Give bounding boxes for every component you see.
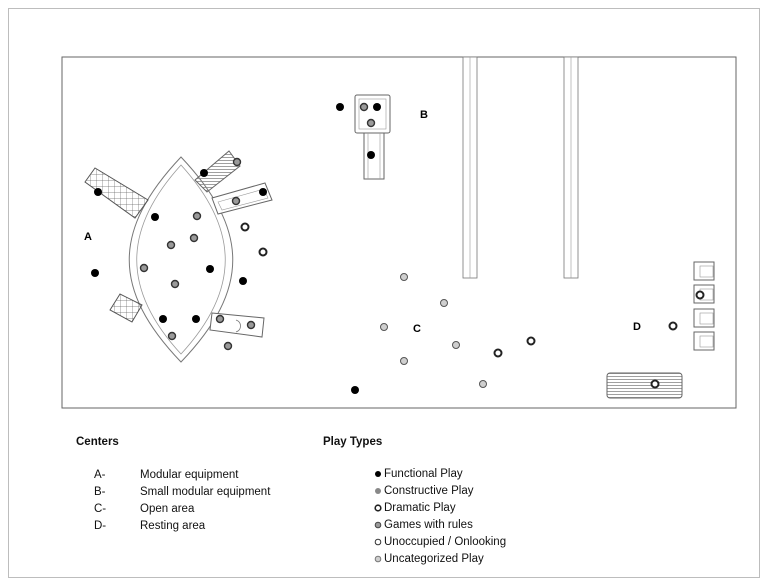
marker-games <box>189 233 199 243</box>
marker-dramatic <box>695 290 705 300</box>
marker-functional <box>192 315 200 323</box>
resting-bench <box>606 372 683 399</box>
resting-chairs <box>693 261 715 351</box>
dramatic-play-icon <box>374 504 382 512</box>
center-code: B- <box>94 486 106 498</box>
center-entry-a: A- Modular equipment <box>94 469 238 481</box>
center-entry-c: C- Open area <box>94 503 194 515</box>
marker-functional <box>206 265 214 273</box>
marker-games <box>223 341 233 351</box>
play-type-label: Dramatic Play <box>384 502 456 514</box>
marker-uncategorized <box>479 380 487 388</box>
functional-play-markers <box>91 103 381 394</box>
marker-functional <box>351 386 359 394</box>
marker-games <box>231 196 241 206</box>
stairs-top-right <box>194 150 241 193</box>
marker-uncategorized <box>440 299 448 307</box>
play-type-constructive: Constructive Play <box>374 485 473 497</box>
ladder-bottom <box>109 293 143 323</box>
play-type-label: Constructive Play <box>384 485 474 497</box>
marker-games <box>192 211 202 221</box>
area-label-d: D <box>633 321 641 333</box>
fence-right <box>563 56 579 279</box>
center-entry-d: D- Resting area <box>94 520 205 532</box>
uncategorized-play-icon <box>374 555 382 563</box>
play-type-games: Games with rules <box>374 519 473 531</box>
slide-right-top <box>211 182 273 215</box>
marker-games <box>166 240 176 250</box>
marker-functional <box>159 315 167 323</box>
fence-left <box>462 56 478 279</box>
area-label-a: A <box>84 231 92 243</box>
marker-dramatic <box>258 247 268 257</box>
marker-functional <box>151 213 159 221</box>
marker-games <box>139 263 149 273</box>
play-type-unoccupied: Unoccupied / Onlooking <box>374 536 506 548</box>
area-label-c: C <box>413 323 421 335</box>
centers-legend-title: Centers <box>76 436 119 448</box>
center-name: Resting area <box>140 520 206 532</box>
marker-games <box>232 157 242 167</box>
constructive-play-icon <box>375 488 381 494</box>
marker-uncategorized <box>380 323 388 331</box>
marker-functional <box>94 188 102 196</box>
marker-games <box>366 118 376 128</box>
center-entry-b: B- Small modular equipment <box>94 486 270 498</box>
play-type-label: Unoccupied / Onlooking <box>384 536 507 548</box>
center-name: Small modular equipment <box>140 486 271 498</box>
play-type-label: Games with rules <box>384 519 473 531</box>
marker-functional <box>200 169 208 177</box>
center-code: A- <box>94 469 106 481</box>
ladder-left <box>84 167 149 219</box>
marker-games <box>359 102 369 112</box>
play-types-legend-title: Play Types <box>323 436 383 448</box>
marker-dramatic <box>240 222 250 232</box>
play-type-uncategorized: Uncategorized Play <box>374 553 484 565</box>
marker-functional <box>91 269 99 277</box>
play-type-functional: Functional Play <box>374 468 463 480</box>
games-with-rules-markers <box>139 102 376 351</box>
marker-uncategorized <box>400 357 408 365</box>
marker-games <box>246 320 256 330</box>
marker-dramatic <box>650 379 660 389</box>
marker-functional <box>259 188 267 196</box>
marker-games <box>170 279 180 289</box>
playground-boundary <box>61 56 737 409</box>
marker-games <box>215 314 225 324</box>
marker-dramatic <box>668 321 678 331</box>
play-type-label: Functional Play <box>384 468 463 480</box>
center-name: Open area <box>140 503 195 515</box>
marker-uncategorized <box>452 341 460 349</box>
marker-functional <box>373 103 381 111</box>
modular-equipment-structure <box>128 156 234 363</box>
marker-functional <box>367 151 375 159</box>
marker-functional <box>336 103 344 111</box>
center-name: Modular equipment <box>140 469 239 481</box>
games-with-rules-icon <box>374 521 382 529</box>
marker-dramatic <box>526 336 536 346</box>
play-type-label: Uncategorized Play <box>384 553 484 565</box>
marker-uncategorized <box>400 273 408 281</box>
uncategorized-play-markers <box>380 273 487 388</box>
marker-games <box>167 331 177 341</box>
play-type-dramatic: Dramatic Play <box>374 502 456 514</box>
dramatic-play-markers <box>240 222 705 389</box>
center-code: C- <box>94 503 107 515</box>
area-label-b: B <box>420 109 428 121</box>
unoccupied-onlooking-icon <box>374 538 382 546</box>
center-code: D- <box>94 520 107 532</box>
functional-play-icon <box>375 471 381 477</box>
marker-dramatic <box>493 348 503 358</box>
marker-functional <box>239 277 247 285</box>
